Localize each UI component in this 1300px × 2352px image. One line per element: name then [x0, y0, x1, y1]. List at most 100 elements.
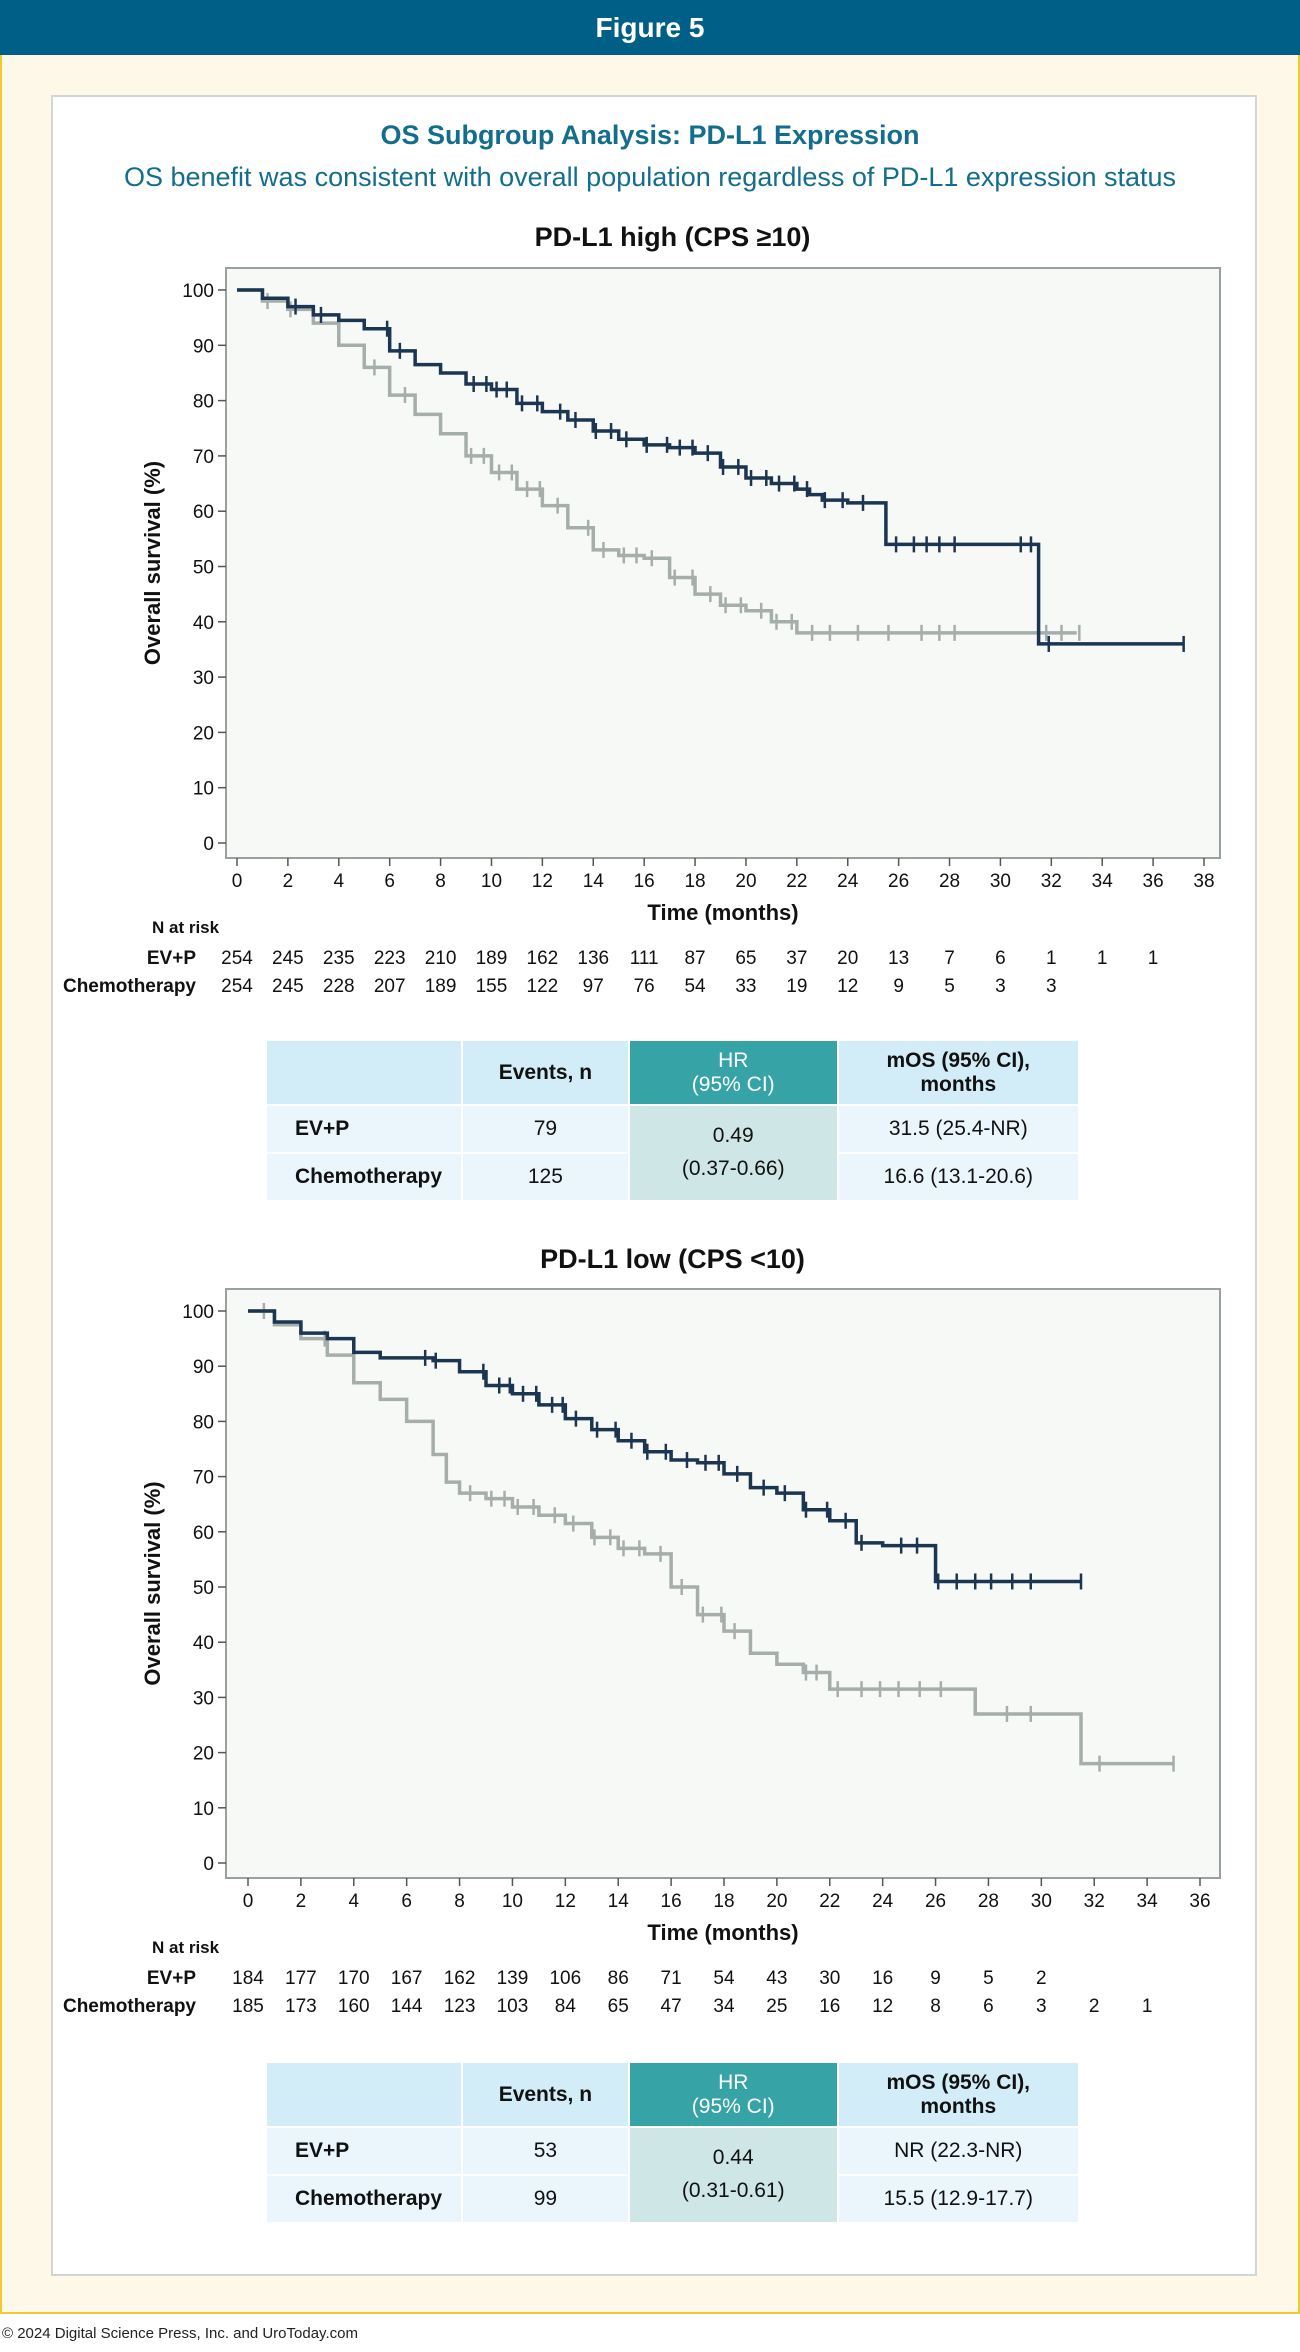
results-header-mos: mOS (95% CI), months: [836, 2061, 1081, 2128]
x-tick-label: 24: [872, 1891, 894, 1912]
y-tick-label: 60: [193, 1523, 214, 1544]
y-tick-label: 50: [193, 1578, 214, 1599]
risk-label-evp: EV+P: [146, 948, 196, 969]
results-mos: 16.6 (13.1-20.6): [836, 1152, 1081, 1202]
risk-count-evp: 5: [983, 1968, 994, 1989]
results-header-hr: HR (95% CI): [627, 1039, 839, 1106]
risk-count-chemotherapy: 47: [660, 1996, 682, 2017]
x-tick-label: 18: [684, 871, 705, 892]
results-events: 79: [460, 1104, 630, 1154]
x-tick-label: 16: [634, 871, 655, 892]
y-tick-label: 30: [193, 1688, 214, 1709]
risk-label-evp: EV+P: [146, 1968, 196, 1989]
figure-banner: Figure 5: [0, 0, 1300, 55]
risk-count-evp: 167: [390, 1968, 423, 1989]
panel-title-high: PD-L1 high (CPS ≥10): [534, 222, 811, 252]
results-header-mos: mOS (95% CI), months: [836, 1039, 1081, 1106]
results-hr-value: 0.44 (0.31-0.61): [627, 2126, 839, 2224]
risk-count-evp: 16: [872, 1968, 894, 1989]
risk-count-chemotherapy: 12: [837, 976, 859, 997]
results-events: 99: [460, 2174, 630, 2224]
x-tick-label: 4: [348, 1891, 359, 1912]
x-tick-label: 18: [713, 1891, 734, 1912]
x-tick-label: 34: [1137, 1891, 1159, 1912]
risk-count-evp: 162: [443, 1968, 476, 1989]
results-row-label: EV+P: [265, 1104, 463, 1154]
x-tick-label: 32: [1084, 1891, 1105, 1912]
hr-label: HR: [718, 2071, 749, 2095]
copyright-footer: © 2024 Digital Science Press, Inc. and U…: [2, 2325, 358, 2342]
y-tick-label: 10: [193, 779, 214, 800]
y-tick-label: 10: [193, 1799, 214, 1820]
risk-count-evp: 71: [660, 1968, 682, 1989]
x-tick-label: 34: [1092, 871, 1114, 892]
y-axis-label: Overall survival (%): [140, 461, 165, 665]
y-tick-label: 70: [193, 1468, 214, 1489]
x-axis-label: Time (months): [647, 1920, 798, 1945]
results-mos: 15.5 (12.9-17.7): [836, 2174, 1081, 2224]
risk-count-chemotherapy: 185: [232, 1996, 264, 2017]
risk-count-chemotherapy: 189: [424, 976, 457, 997]
risk-heading: N at risk: [152, 1938, 220, 1957]
risk-count-evp: 30: [819, 1968, 841, 1989]
x-tick-label: 28: [939, 871, 960, 892]
risk-count-chemotherapy: 3: [1036, 1996, 1047, 2017]
risk-count-chemotherapy: 25: [766, 1996, 788, 2017]
y-tick-label: 80: [193, 392, 214, 413]
x-tick-label: 10: [481, 871, 502, 892]
risk-count-chemotherapy: 9: [893, 976, 904, 997]
y-tick-label: 70: [193, 447, 214, 468]
risk-count-chemotherapy: 207: [373, 976, 406, 997]
results-table-low: Events, n HR (95% CI) mOS (95% CI), months…: [265, 2061, 1081, 2224]
plot-area: [225, 267, 1221, 859]
risk-count-chemotherapy: 254: [221, 976, 253, 997]
results-header-events: Events, n: [460, 2061, 630, 2128]
risk-count-chemotherapy: 33: [735, 976, 757, 997]
risk-count-evp: 65: [735, 948, 757, 969]
risk-count-evp: 87: [684, 948, 706, 969]
y-tick-label: 40: [193, 1633, 214, 1654]
risk-count-evp: 6: [995, 948, 1006, 969]
y-tick-label: 30: [193, 668, 214, 689]
risk-count-evp: 54: [713, 1968, 735, 1989]
results-table-high: Events, n HR (95% CI) mOS (95% CI), months…: [265, 1039, 1081, 1202]
risk-count-evp: 223: [373, 948, 406, 969]
results-events: 53: [460, 2126, 630, 2176]
risk-count-chemotherapy: 84: [554, 1996, 576, 2017]
km-curve-chemotherapy: [237, 288, 1077, 635]
risk-count-evp: 2: [1036, 1968, 1047, 1989]
y-tick-label: 60: [193, 502, 214, 523]
x-tick-label: 30: [1031, 1891, 1052, 1912]
x-tick-label: 30: [990, 871, 1011, 892]
risk-count-evp: 20: [837, 948, 859, 969]
risk-count-chemotherapy: 76: [633, 976, 655, 997]
figure-title: OS Subgroup Analysis: PD-L1 Expression: [380, 120, 920, 150]
risk-count-evp: 170: [337, 1968, 370, 1989]
x-tick-label: 22: [786, 871, 807, 892]
results-hr-value: 0.49 (0.37-0.66): [627, 1104, 839, 1202]
risk-count-chemotherapy: 122: [526, 976, 559, 997]
risk-count-evp: 1: [1096, 948, 1108, 969]
risk-count-evp: 177: [285, 1968, 317, 1989]
x-tick-label: 12: [532, 871, 553, 892]
hr-ci-label: (95% CI): [691, 2094, 775, 2118]
x-tick-label: 6: [401, 1891, 412, 1912]
risk-count-evp: 184: [232, 1968, 264, 1989]
figure-subtitle: OS benefit was consistent with overall p…: [123, 162, 1177, 192]
risk-count-evp: 162: [526, 948, 559, 969]
x-tick-label: 2: [296, 1891, 307, 1912]
risk-count-evp: 13: [888, 948, 910, 969]
x-tick-label: 24: [837, 871, 859, 892]
risk-label-chemo: Chemotherapy: [62, 1996, 196, 2017]
x-tick-label: 20: [766, 1891, 787, 1912]
panel-title-low: PD-L1 low (CPS <10): [540, 1244, 805, 1274]
x-tick-label: 36: [1189, 1891, 1210, 1912]
risk-count-chemotherapy: 19: [786, 976, 808, 997]
risk-count-evp: 111: [629, 948, 659, 969]
risk-count-evp: 106: [549, 1968, 582, 1989]
risk-count-chemotherapy: 144: [390, 1996, 423, 2017]
results-mos: 31.5 (25.4-NR): [836, 1104, 1081, 1154]
hr-ci-value: (0.37-0.66): [681, 1157, 785, 1180]
plot-area: [225, 1288, 1221, 1879]
